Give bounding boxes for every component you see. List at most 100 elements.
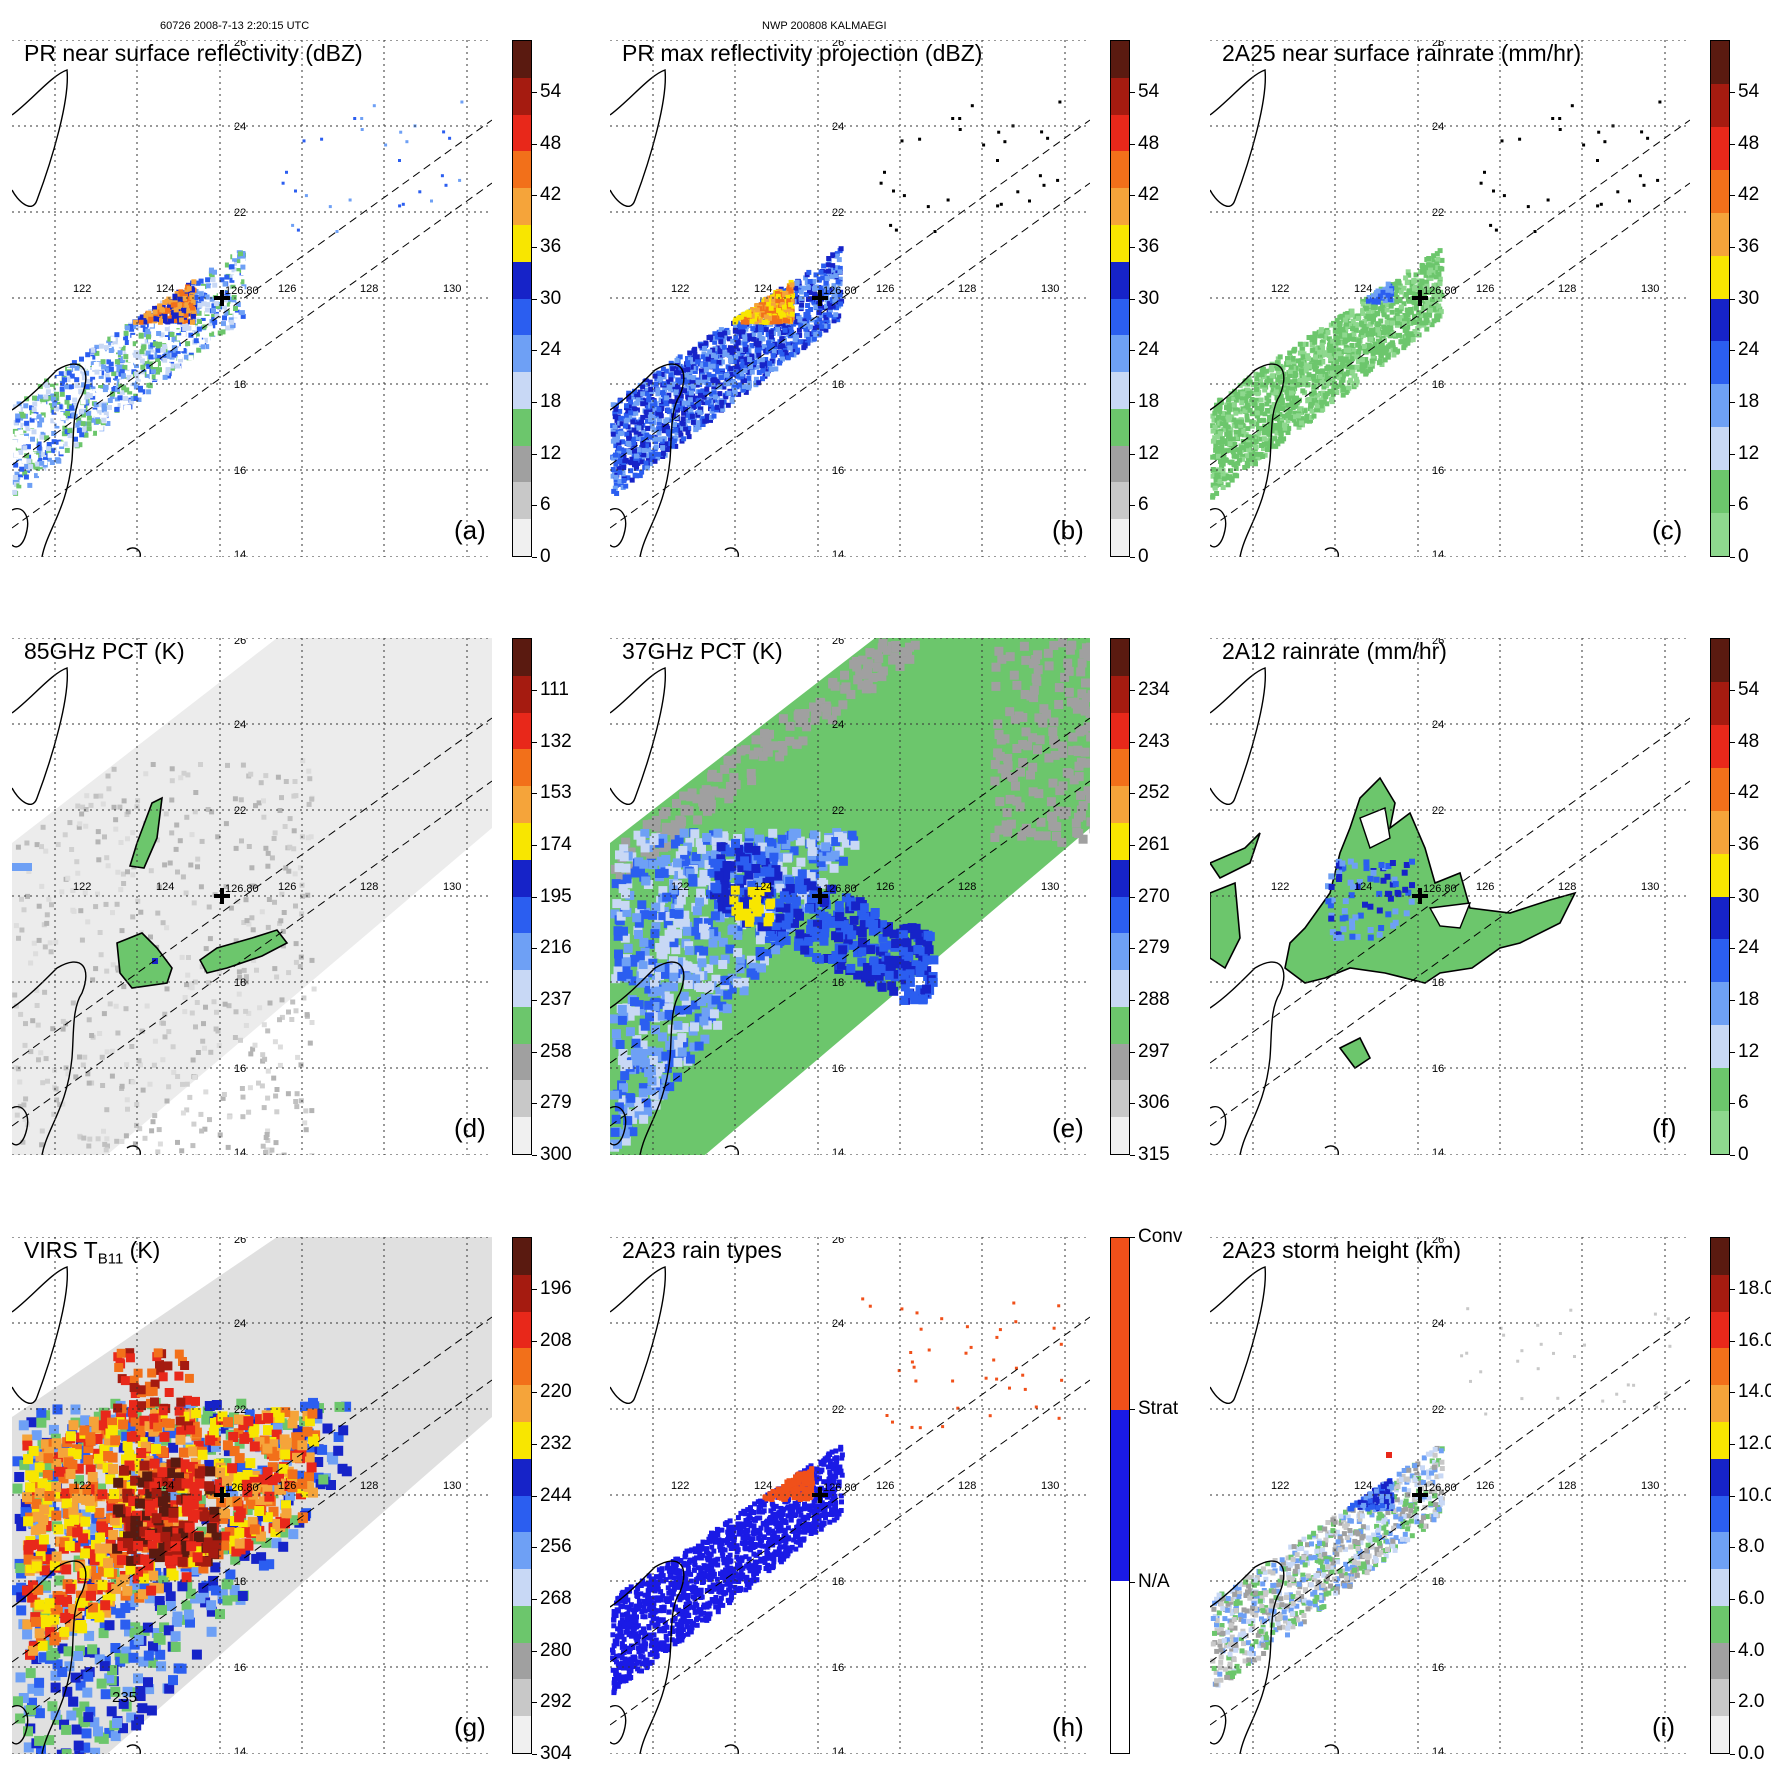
colorbar-tick: 42	[1738, 782, 1760, 804]
lon-label: 124	[754, 283, 772, 295]
lat-label: 22	[832, 805, 844, 817]
lat-label: 26	[832, 638, 844, 647]
colorbar-tick: 252	[1138, 782, 1170, 804]
colorbar-tick: 0	[540, 546, 551, 567]
colorbar-segment	[1111, 859, 1129, 897]
lat-label: 18	[234, 1576, 246, 1588]
colorbar-segment	[1711, 1068, 1729, 1112]
colorbar-tick: 48	[1138, 132, 1160, 154]
lon-label: 130	[443, 283, 461, 295]
colorbar-tick-mark	[1730, 1547, 1735, 1549]
panel-label: (e)	[1052, 1113, 1084, 1143]
colorbar-tick: 196	[540, 1278, 572, 1299]
colorbar-tick: 6	[540, 494, 551, 516]
cloud-top-coldest	[112, 1457, 222, 1567]
lon-label: 124	[156, 283, 174, 295]
lon-label: 126	[876, 1480, 894, 1492]
colorbar-tick: 6	[1138, 494, 1149, 516]
colorbar-tick-mark	[1130, 845, 1135, 846]
colorbar-tick-mark	[532, 1051, 537, 1053]
colorbar-tick: 0	[1738, 1144, 1749, 1165]
storm-center-marker	[812, 888, 828, 904]
colorbar-segment	[1111, 445, 1129, 483]
colorbar-segment	[1711, 1495, 1729, 1533]
swath-edge	[1210, 1316, 1690, 1726]
colorbar-tick-mark	[532, 557, 537, 558]
storm-center-marker	[214, 888, 230, 904]
colorbar-tick-mark	[1130, 1155, 1135, 1156]
lat-label: 26	[1432, 1237, 1444, 1246]
colorbar-segment	[1711, 767, 1729, 812]
colorbar-tick: 280	[540, 1639, 572, 1661]
colorbar-tick: 6	[1738, 494, 1749, 516]
colorbar-tick-mark	[1130, 948, 1135, 950]
colorbar-segment	[1711, 681, 1729, 726]
colorbar-tick: 24	[1738, 339, 1760, 361]
panel-label: (g)	[454, 1712, 486, 1742]
colorbar-segment	[513, 1458, 531, 1496]
colorbar-segment	[1711, 1385, 1729, 1423]
colorbar-tick-mark	[1130, 1582, 1135, 1583]
colorbar-segment	[1711, 810, 1729, 855]
colorbar-tick: 30	[1738, 287, 1760, 309]
lon-label: 124	[156, 881, 174, 893]
colorbar-segment	[513, 1569, 531, 1607]
colorbar-tick: 16.0	[1738, 1329, 1771, 1351]
colorbar-tick-mark	[532, 1289, 537, 1290]
colorbar-segment	[1111, 114, 1129, 152]
colorbar-tick-mark	[1730, 298, 1735, 300]
colorbar-tick-mark	[1730, 505, 1735, 507]
coastline	[1210, 667, 1339, 1155]
colorbar-tick-mark	[1730, 402, 1735, 403]
contour-label: 235	[112, 1689, 137, 1706]
map-i: 122124126128130132262422181614126.80	[1210, 1237, 1690, 1754]
colorbar-segment	[1711, 896, 1729, 940]
colorbar-segment	[1711, 853, 1729, 897]
colorbar-segment	[513, 77, 531, 116]
colorbar-tick-mark	[532, 1340, 537, 1342]
colorbar-segment	[513, 335, 531, 373]
colorbar-tick: 195	[540, 885, 572, 907]
graticule	[1210, 638, 1690, 1155]
colorbar-segment	[513, 1238, 531, 1276]
swath-edge	[610, 1316, 1090, 1726]
colorbar-tick: 14.0	[1738, 1381, 1771, 1403]
lon-label: 124	[156, 1480, 174, 1492]
center-lon-label: 126.80	[823, 883, 857, 895]
colorbar-tick-mark	[1130, 793, 1135, 795]
colorbar-segment	[1711, 1025, 1729, 1069]
lat-label: 24	[1432, 121, 1444, 133]
colorbar-segment	[513, 1348, 531, 1386]
lat-label: 22	[234, 1404, 246, 1416]
lat-label: 18	[234, 977, 246, 989]
swath-edge	[12, 717, 492, 1127]
lat-label: 26	[1432, 638, 1444, 647]
colorbar-tick-mark	[532, 1547, 537, 1549]
colorbar-tick: Strat	[1138, 1398, 1179, 1419]
lon-label: 126	[278, 881, 296, 893]
colorbar-segment	[1111, 896, 1129, 934]
colorbar-tick: 279	[540, 1092, 572, 1114]
colorbar-tick-mark	[1730, 845, 1735, 846]
lat-label: 22	[832, 207, 844, 219]
colorbar-segment	[1711, 982, 1729, 1026]
panel-title: VIRS TB11 (K)	[24, 1237, 160, 1268]
coastline	[12, 667, 141, 1155]
colorbar-tick-mark	[532, 92, 537, 93]
lat-label: 14	[234, 549, 246, 557]
colorbar-segment	[513, 372, 531, 410]
heavier-rain	[1325, 858, 1415, 941]
colorbar-tick-mark	[1730, 1289, 1735, 1290]
panel-title: 2A12 rainrate (mm/hr)	[1222, 638, 1447, 664]
lon-label: 124	[1354, 1480, 1372, 1492]
coastline	[610, 667, 739, 1155]
lat-label: 18	[234, 379, 246, 391]
title-unit: (K)	[123, 1237, 161, 1263]
colorbar-segment	[1111, 1006, 1129, 1045]
colorbar-tick: Conv	[1138, 1226, 1183, 1247]
scattered-echo	[1479, 100, 1662, 233]
lon-label: 122	[1271, 283, 1289, 295]
colorbar-segment	[513, 1385, 531, 1423]
lat-label: 26	[234, 638, 246, 647]
center-lon-label: 126.80	[225, 285, 259, 297]
